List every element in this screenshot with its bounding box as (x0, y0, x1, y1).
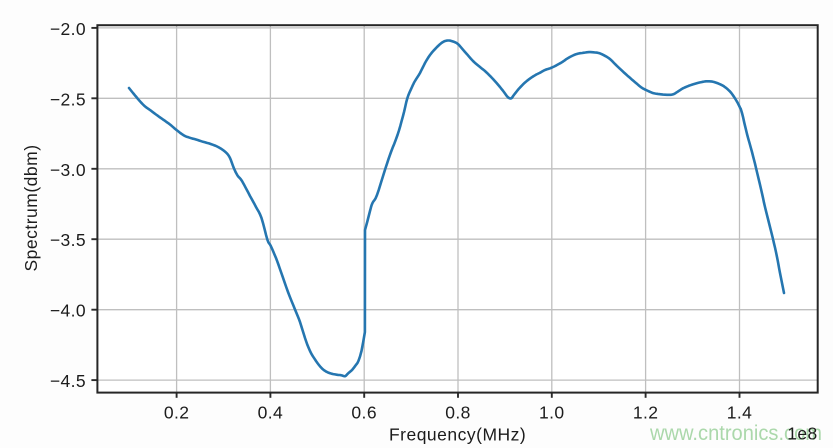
svg-text:1.2: 1.2 (633, 403, 659, 423)
svg-text:1.4: 1.4 (727, 403, 753, 423)
svg-text:0.8: 0.8 (445, 403, 471, 423)
svg-text:−3.5: −3.5 (50, 230, 86, 250)
svg-text:−2.0: −2.0 (50, 19, 86, 39)
svg-text:−4.5: −4.5 (50, 371, 86, 391)
svg-text:0.2: 0.2 (164, 403, 190, 423)
svg-text:0.4: 0.4 (258, 403, 284, 423)
svg-text:Frequency(MHz): Frequency(MHz) (389, 425, 526, 445)
svg-text:1e8: 1e8 (787, 424, 817, 444)
svg-text:Spectrum(dbm): Spectrum(dbm) (21, 144, 41, 271)
svg-text:−3.0: −3.0 (50, 160, 86, 180)
svg-text:0.6: 0.6 (351, 403, 377, 423)
svg-text:www.cntronics.com: www.cntronics.com (649, 422, 822, 445)
svg-text:−4.0: −4.0 (50, 301, 86, 321)
svg-text:−2.5: −2.5 (50, 89, 86, 109)
svg-text:1.0: 1.0 (539, 403, 565, 423)
